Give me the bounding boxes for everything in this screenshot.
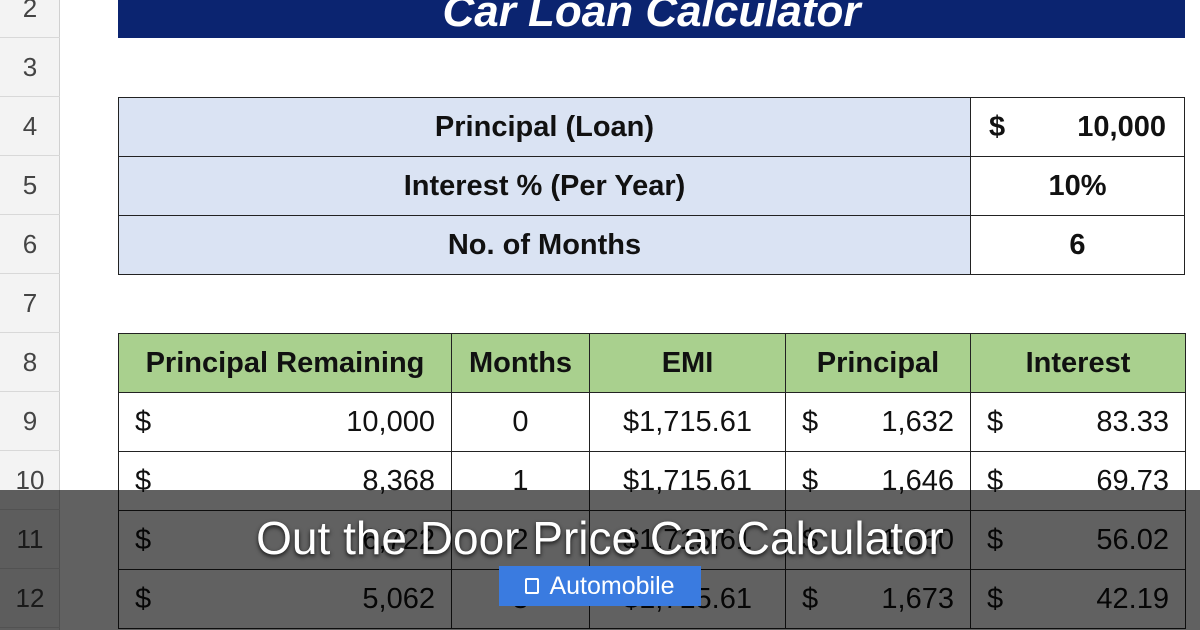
schedule-cell: $1,715.61 (589, 392, 786, 452)
schedule-cell: $1,632 (785, 392, 971, 452)
row-number: 7 (0, 274, 60, 333)
input-value: 6 (1069, 228, 1086, 261)
cell-value: 10,000 (346, 405, 435, 438)
cell-value: 1,632 (881, 405, 954, 438)
row-number: 9 (0, 392, 60, 451)
currency-symbol: $ (987, 405, 1004, 438)
cell-value: $1,715.61 (622, 405, 752, 438)
tag-label: Automobile (549, 571, 675, 600)
input-label: No. of Months (118, 215, 971, 275)
column-header: Principal (785, 333, 971, 393)
input-value-cell: 6 (970, 215, 1185, 275)
row-number: 3 (0, 38, 60, 97)
input-label: Principal (Loan) (118, 97, 971, 157)
currency-symbol: $ (135, 405, 152, 438)
overlay-band (0, 490, 1200, 630)
schedule-cell: 0 (451, 392, 590, 452)
currency-symbol: $ (802, 464, 819, 497)
overlay-title: Out the Door Price Car Calculator (256, 512, 944, 564)
overlay-tag[interactable]: Automobile (499, 566, 701, 606)
cell-value: 1 (512, 464, 529, 497)
input-value: 10,000 (1077, 110, 1166, 143)
cell-value: 0 (512, 405, 529, 438)
column-header: Months (451, 333, 590, 393)
column-header: Principal Remaining (118, 333, 452, 393)
input-value: 10% (1048, 169, 1107, 202)
schedule-cell: $10,000 (118, 392, 452, 452)
input-value-cell: $10,000 (970, 97, 1185, 157)
schedule-cell: $83.33 (970, 392, 1186, 452)
row-number: 8 (0, 333, 60, 392)
row-number: 2 (0, 0, 60, 38)
currency-symbol: $ (135, 464, 152, 497)
column-header: Interest (970, 333, 1186, 393)
row-number: 10 (0, 451, 60, 510)
currency-symbol: $ (802, 405, 819, 438)
sheet-title: Car Loan Calculator (118, 0, 1185, 38)
row-number: 5 (0, 156, 60, 215)
cell-value: 83.33 (1096, 405, 1169, 438)
currency-symbol: $ (987, 464, 1004, 497)
input-value-cell: 10% (970, 156, 1185, 216)
currency-symbol: $ (989, 110, 1006, 143)
tag-icon (525, 578, 540, 594)
row-number: 6 (0, 215, 60, 274)
row-number: 4 (0, 97, 60, 156)
input-label: Interest % (Per Year) (118, 156, 971, 216)
column-header: EMI (589, 333, 786, 393)
